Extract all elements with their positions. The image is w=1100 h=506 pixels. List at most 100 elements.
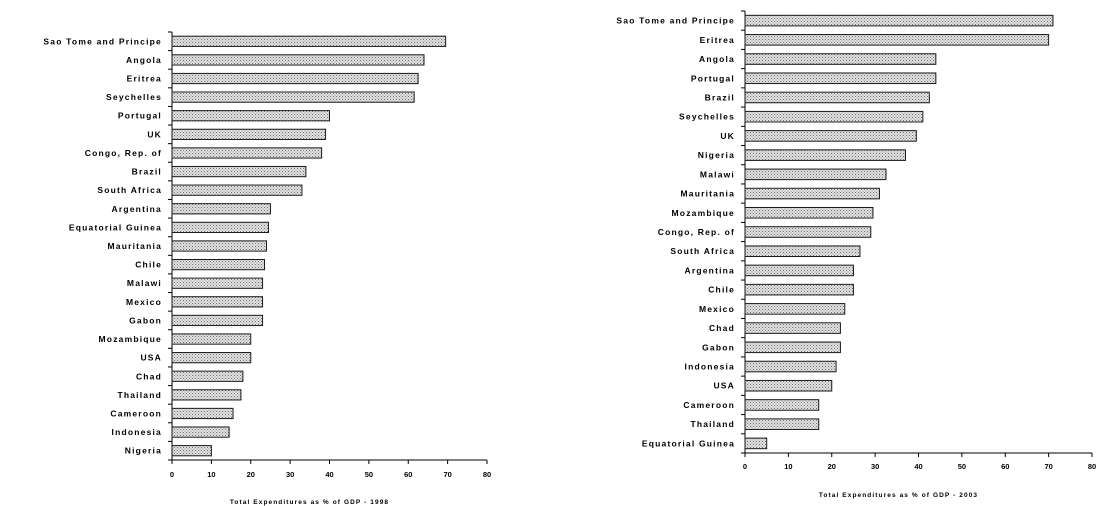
category-label: UK bbox=[147, 129, 162, 139]
category-label: Chile bbox=[708, 285, 735, 295]
category-label: Angola bbox=[126, 55, 162, 65]
x-tick-label: 0 bbox=[743, 462, 747, 471]
bar-mexico bbox=[744, 303, 846, 315]
x-tick-label: 50 bbox=[365, 470, 373, 479]
category-label: Seychelles bbox=[679, 112, 735, 122]
category-label: Mexico bbox=[126, 297, 162, 307]
x-tick-label: 40 bbox=[914, 462, 922, 471]
category-label: Equatorial Guinea bbox=[642, 438, 735, 448]
category-label: Argentina bbox=[685, 265, 735, 275]
x-tick-label: 80 bbox=[483, 470, 491, 479]
category-label: Nigeria bbox=[698, 150, 735, 160]
bar-congo-rep-of bbox=[171, 147, 323, 159]
category-label: Mozambique bbox=[672, 208, 735, 218]
bar-eritrea bbox=[744, 34, 1050, 46]
bar-brazil bbox=[171, 165, 307, 178]
bar-mozambique bbox=[744, 206, 874, 219]
category-label: Seychelles bbox=[106, 92, 162, 102]
x-tick-label: 60 bbox=[404, 470, 412, 479]
category-label: Congo, Rep. of bbox=[85, 148, 162, 158]
category-label: Mauritania bbox=[107, 241, 162, 251]
bar-chad bbox=[171, 370, 244, 382]
x-tick-label: 20 bbox=[247, 470, 255, 479]
bar-usa bbox=[171, 352, 252, 364]
bar-thailand bbox=[171, 389, 242, 401]
bar-cameroon bbox=[744, 399, 820, 411]
category-label: Cameroon bbox=[683, 400, 735, 410]
bar-eritrea bbox=[171, 72, 419, 85]
category-label: Sao Tome and Principe bbox=[616, 16, 735, 26]
x-tick-label: 40 bbox=[325, 470, 333, 479]
bar-usa bbox=[744, 379, 833, 392]
category-label: Eritrea bbox=[700, 35, 735, 45]
category-label: USA bbox=[140, 353, 162, 363]
x-tick-label: 70 bbox=[443, 470, 451, 479]
bar-sao-tome-and-principe bbox=[171, 35, 447, 47]
bar-argentina bbox=[171, 203, 271, 215]
chart-2: Sao Tome and Principe Eritrea Angola Portug… bbox=[616, 10, 1096, 499]
category-label: Congo, Rep. of bbox=[658, 227, 735, 237]
category-label: Brazil bbox=[132, 167, 162, 177]
category-label: South Africa bbox=[670, 246, 735, 256]
category-label: Argentina bbox=[112, 204, 162, 214]
x-axis-title: Total Expenditures as % of GDP - 1998 bbox=[230, 499, 389, 506]
x-tick-label: 60 bbox=[1001, 462, 1009, 471]
category-label: Sao Tome and Principe bbox=[43, 36, 162, 46]
category-label: Portugal bbox=[691, 73, 735, 83]
bar-indonesia bbox=[744, 360, 837, 373]
x-tick-label: 30 bbox=[286, 470, 294, 479]
x-tick-label: 10 bbox=[207, 470, 215, 479]
bar-seychelles bbox=[171, 91, 415, 103]
category-label: Chad bbox=[136, 371, 162, 381]
x-tick-label: 10 bbox=[784, 462, 792, 471]
category-label: Chad bbox=[709, 323, 735, 333]
bar-portugal bbox=[171, 110, 330, 122]
x-tick-label: 70 bbox=[1044, 462, 1052, 471]
bar-chile bbox=[171, 258, 266, 271]
bar-mexico bbox=[171, 296, 264, 308]
category-label: Eritrea bbox=[127, 74, 162, 84]
category-label: Gabon bbox=[702, 342, 735, 352]
bar-malawi bbox=[744, 168, 887, 181]
category-label: Malawi bbox=[127, 278, 162, 288]
category-label: Malawi bbox=[700, 169, 735, 179]
x-tick-label: 50 bbox=[958, 462, 966, 471]
bar-brazil bbox=[744, 91, 930, 104]
bar-sao-tome-and-principe bbox=[744, 14, 1054, 27]
bar-nigeria bbox=[744, 149, 906, 161]
bar-seychelles bbox=[744, 110, 924, 123]
bar-south-africa bbox=[744, 245, 861, 258]
category-label: Portugal bbox=[118, 111, 162, 121]
category-label: Angola bbox=[699, 54, 735, 64]
bar-congo-rep-of bbox=[744, 226, 872, 238]
x-tick-label: 30 bbox=[871, 462, 879, 471]
x-tick-label: 20 bbox=[828, 462, 836, 471]
category-label: Mauritania bbox=[680, 189, 735, 199]
category-label: Mexico bbox=[699, 304, 735, 314]
x-tick-label: 80 bbox=[1088, 462, 1096, 471]
category-label: Indonesia bbox=[685, 362, 735, 372]
category-label: Gabon bbox=[129, 315, 162, 325]
bar-thailand bbox=[744, 418, 820, 430]
bar-nigeria bbox=[171, 445, 212, 457]
category-label: USA bbox=[713, 381, 735, 391]
x-axis-title: Total Expenditures as % of GDP - 2003 bbox=[819, 492, 978, 499]
bar-gabon bbox=[744, 341, 841, 354]
category-label: South Africa bbox=[97, 185, 162, 195]
bar-chad bbox=[744, 322, 841, 334]
category-label: Thailand bbox=[117, 390, 162, 400]
bar-chile bbox=[744, 283, 854, 296]
bar-gabon bbox=[171, 314, 264, 327]
bar-uk bbox=[171, 128, 327, 140]
bar-cameroon bbox=[171, 407, 234, 420]
category-label: Chile bbox=[135, 260, 162, 270]
category-label: Nigeria bbox=[125, 446, 162, 456]
bar-indonesia bbox=[171, 426, 230, 438]
bar-mauritania bbox=[744, 187, 880, 200]
category-label: Equatorial Guinea bbox=[69, 222, 162, 232]
bar-south-africa bbox=[171, 184, 303, 196]
bar-angola bbox=[171, 54, 425, 66]
bar-angola bbox=[744, 53, 937, 65]
